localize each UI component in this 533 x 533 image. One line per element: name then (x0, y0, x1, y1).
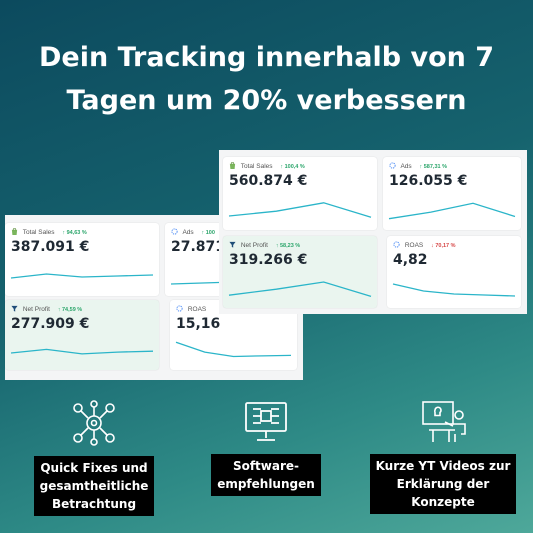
google-ads-icon (393, 241, 400, 248)
trend-sparkline (392, 283, 516, 297)
shopify-bag-icon (11, 228, 18, 235)
google-ads-icon (389, 162, 396, 169)
roas-card: ROAS ↓ 70,17 % 4,82 (387, 236, 521, 308)
sparkline-path (175, 341, 292, 358)
change-badge: ↑ 100 (201, 230, 215, 236)
funnel-icon (229, 241, 236, 248)
total-sales-card: Total Sales ↑ 100,4 % 560.874 € (223, 157, 377, 230)
headline-line-1: Dein Tracking innerhalb von 7 (38, 42, 495, 73)
card-label: Total Sales (22, 229, 55, 236)
headline: Dein Tracking innerhalb von 7 Tagen um 2… (0, 36, 533, 122)
card-label: Ads (182, 229, 194, 236)
feature-videos: Kurze YT Videos zur Erklärung der Konzep… (368, 400, 518, 514)
card-value: 126.055 € (389, 173, 468, 189)
change-badge: ↑ 74,59 % (57, 307, 83, 313)
teacher-presentation-icon (422, 401, 466, 442)
trend-sparkline (228, 281, 372, 298)
trend-sparkline (228, 202, 372, 218)
gears-network-icon (73, 400, 115, 446)
change-badge: ↑ 100,4 % (280, 164, 305, 170)
change-badge: ↑ 587,31 % (419, 164, 447, 170)
card-label: ROAS (187, 306, 207, 313)
card-value: 319.266 € (229, 252, 308, 268)
trend-sparkline (175, 341, 292, 358)
sparkline-path (10, 348, 154, 355)
dashboard-screenshot-front: Total Sales ↑ 100,4 % 560.874 € Ads ↑ 58… (219, 150, 527, 314)
trend-sparkline (388, 202, 516, 220)
feature-caption: Quick Fixes und gesamtheitliche Betracht… (33, 456, 155, 516)
google-ads-icon (176, 305, 183, 312)
change-badge: ↑ 94,63 % (62, 230, 87, 236)
shopify-bag-icon (229, 162, 236, 169)
card-value: 15,16 (176, 316, 221, 332)
sparkline-path (228, 202, 372, 218)
card-label: Net Profit (240, 242, 268, 249)
sparkline-path (228, 281, 372, 298)
card-value: 387.091 € (11, 239, 90, 255)
card-label: ROAS (404, 242, 424, 249)
card-label: Net Profit (22, 306, 50, 313)
trend-sparkline (10, 348, 154, 355)
google-ads-icon (171, 228, 178, 235)
feature-caption: Kurze YT Videos zur Erklärung der Konzep… (369, 454, 517, 514)
card-label: Ads (400, 163, 412, 170)
sparkline-path (388, 202, 516, 220)
software-monitor-icon (245, 402, 287, 441)
change-badge: ↑ 58,23 % (275, 243, 301, 249)
card-value: 4,82 (393, 252, 428, 268)
card-value: 277.909 € (11, 316, 90, 332)
card-label: Total Sales (240, 163, 273, 170)
trend-sparkline (10, 273, 154, 279)
total-sales-card: Total Sales ↑ 94,63 % 387.091 € (5, 223, 159, 296)
net-profit-card: Net Profit ↑ 74,59 % 277.909 € (5, 300, 159, 370)
net-profit-card: Net Profit ↑ 58,23 % 319.266 € (223, 236, 377, 308)
card-value: 560.874 € (229, 173, 308, 189)
headline-line-2: Tagen um 20% verbessern (66, 85, 467, 116)
sparkline-path (392, 283, 516, 297)
funnel-icon (11, 305, 18, 312)
feature-software: Software- empfehlungen (196, 400, 336, 496)
ads-card: Ads ↑ 587,31 % 126.055 € (383, 157, 521, 230)
change-badge: ↓ 70,17 % (431, 243, 456, 249)
sparkline-path (10, 273, 154, 279)
feature-quick-fixes: Quick Fixes und gesamtheitliche Betracht… (20, 400, 168, 516)
feature-caption: Software- empfehlungen (211, 454, 321, 496)
